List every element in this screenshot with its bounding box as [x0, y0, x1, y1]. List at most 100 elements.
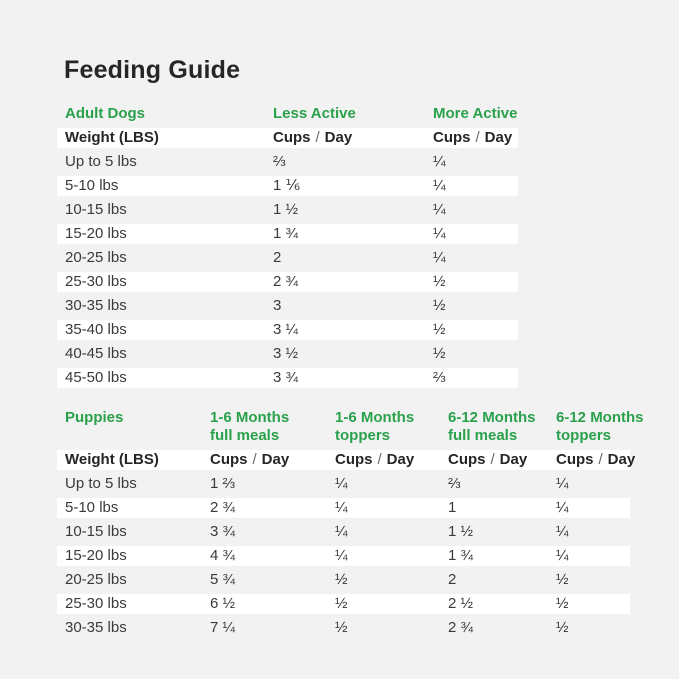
puppies-units-header-row: Weight (LBS) Cups / Day Cups / Day Cups / Day … — [57, 448, 635, 472]
puppies-section-label: Puppies — [65, 409, 124, 426]
less-active-cell: 1 ⅙ — [273, 177, 301, 194]
toppers-6-12-cell: ¼ — [556, 499, 569, 516]
more-active-cell: ¼ — [433, 177, 446, 194]
toppers-1-6-cell: ½ — [335, 595, 348, 612]
less-active-cell: 1 ¾ — [273, 225, 299, 242]
weight-cell: 25-30 lbs — [65, 595, 127, 612]
weight-cell: 25-30 lbs — [65, 273, 127, 290]
col-header-1-6-toppers: 1-6 Months toppers — [335, 409, 415, 444]
toppers-6-12-cell: ½ — [556, 595, 569, 612]
adult-col-less-active: Less Active — [273, 105, 356, 122]
toppers-1-6-cell: ¼ — [335, 475, 348, 492]
day-label: Day — [324, 129, 353, 146]
day-label: Day — [607, 451, 636, 468]
table-row: 20-25 lbs 2 ¼ — [57, 246, 518, 270]
weight-cell: 30-35 lbs — [65, 619, 127, 636]
toppers-6-12-cell: ¼ — [556, 475, 569, 492]
cups-label: Cups — [556, 451, 594, 468]
day-label: Day — [484, 129, 513, 146]
more-active-cell: ½ — [433, 297, 446, 314]
toppers-1-6-cell: ½ — [335, 571, 348, 588]
slash-separator: / — [598, 451, 603, 468]
toppers-6-12-cell: ¼ — [556, 547, 569, 564]
day-label: Day — [499, 451, 528, 468]
full-meals-1-6-cell: 7 ¼ — [210, 619, 236, 636]
more-active-cell: ½ — [433, 273, 446, 290]
toppers-6-12-cell: ¼ — [556, 523, 569, 540]
toppers-1-6-cell: ¼ — [335, 523, 348, 540]
more-active-cell: ⅔ — [433, 369, 446, 386]
toppers-1-6-cell: ¼ — [335, 499, 348, 516]
cups-day-header: Cups / Day — [335, 448, 414, 472]
weight-cell: 30-35 lbs — [65, 297, 127, 314]
less-active-cell: 2 — [273, 249, 282, 266]
cups-label: Cups — [433, 129, 471, 146]
cups-day-header: Cups / Day — [210, 448, 289, 472]
puppies-table: Puppies 1-6 Months full meals 1-6 Months… — [57, 406, 644, 640]
table-row: 10-15 lbs 1 ½ ¼ — [57, 198, 518, 222]
adult-section-header-row: Adult Dogs Less Active More Active — [57, 102, 518, 126]
table-row: 15-20 lbs 1 ¾ ¼ — [57, 222, 518, 246]
weight-cell: 15-20 lbs — [65, 547, 127, 564]
col-header-1-6-full-meals: 1-6 Months full meals — [210, 409, 290, 444]
table-row: 5-10 lbs 1 ⅙ ¼ — [57, 174, 518, 198]
weight-cell: 35-40 lbs — [65, 321, 127, 338]
full-meals-6-12-cell: 2 ½ — [448, 595, 474, 612]
full-meals-6-12-cell: 1 ¾ — [448, 547, 474, 564]
weight-cell: 20-25 lbs — [65, 249, 127, 266]
weight-cell: 15-20 lbs — [65, 225, 127, 242]
cups-label: Cups — [273, 129, 311, 146]
weight-cell: 5-10 lbs — [65, 177, 119, 194]
table-row: 20-25 lbs 5 ¾ ½ 2 ½ — [57, 568, 630, 592]
weight-cell: Up to 5 lbs — [65, 475, 137, 492]
more-active-cell: ½ — [433, 345, 446, 362]
weight-cell: Up to 5 lbs — [65, 153, 137, 170]
adult-col-more-active: More Active — [433, 105, 518, 122]
more-active-cell: ¼ — [433, 249, 446, 266]
full-meals-1-6-cell: 6 ½ — [210, 595, 236, 612]
less-active-cell: 2 ¾ — [273, 273, 299, 290]
less-active-cell: ⅔ — [273, 153, 286, 170]
more-active-cell: ¼ — [433, 201, 446, 218]
puppies-section-header-row: Puppies 1-6 Months full meals 1-6 Months… — [57, 406, 644, 448]
weight-cell: 20-25 lbs — [65, 571, 127, 588]
slash-separator: / — [490, 451, 495, 468]
more-active-cell: ¼ — [433, 153, 446, 170]
less-active-cell: 3 ½ — [273, 345, 299, 362]
col-header-6-12-toppers: 6-12 Months toppers — [556, 409, 644, 444]
full-meals-1-6-cell: 4 ¾ — [210, 547, 236, 564]
day-label: Day — [261, 451, 290, 468]
table-row: 5-10 lbs 2 ¾ ¼ 1 ¼ — [57, 496, 630, 520]
toppers-6-12-cell: ½ — [556, 619, 569, 636]
table-row: Up to 5 lbs ⅔ ¼ — [57, 150, 518, 174]
adult-dogs-table: Adult Dogs Less Active More Active Weigh… — [57, 102, 518, 390]
table-row: 30-35 lbs 7 ¼ ½ 2 ¾ ½ — [57, 616, 630, 640]
adult-section-label: Adult Dogs — [65, 105, 145, 122]
weight-cell: 10-15 lbs — [65, 523, 127, 540]
weight-cell: 10-15 lbs — [65, 201, 127, 218]
weight-header: Weight (LBS) — [65, 129, 159, 146]
more-active-cell: ½ — [433, 321, 446, 338]
full-meals-6-12-cell: 2 ¾ — [448, 619, 474, 636]
less-active-cell: 3 ¾ — [273, 369, 299, 386]
table-row: 40-45 lbs 3 ½ ½ — [57, 342, 518, 366]
less-active-cell: 1 ½ — [273, 201, 299, 218]
toppers-1-6-cell: ½ — [335, 619, 348, 636]
day-label: Day — [386, 451, 415, 468]
slash-separator: / — [252, 451, 257, 468]
table-row: 25-30 lbs 6 ½ ½ 2 ½ ½ — [57, 592, 630, 616]
full-meals-6-12-cell: 1 — [448, 499, 457, 516]
table-row: 45-50 lbs 3 ¾ ⅔ — [57, 366, 518, 390]
full-meals-6-12-cell: 2 — [448, 571, 457, 588]
weight-cell: 45-50 lbs — [65, 369, 127, 386]
page-title: Feeding Guide — [64, 56, 241, 84]
full-meals-1-6-cell: 5 ¾ — [210, 571, 236, 588]
cups-day-header: Cups / Day — [433, 126, 512, 150]
cups-label: Cups — [448, 451, 486, 468]
weight-cell: 5-10 lbs — [65, 499, 119, 516]
cups-label: Cups — [335, 451, 373, 468]
less-active-cell: 3 — [273, 297, 282, 314]
slash-separator: / — [377, 451, 382, 468]
table-row: Up to 5 lbs 1 ⅔ ¼ ⅔ ¼ — [57, 472, 630, 496]
